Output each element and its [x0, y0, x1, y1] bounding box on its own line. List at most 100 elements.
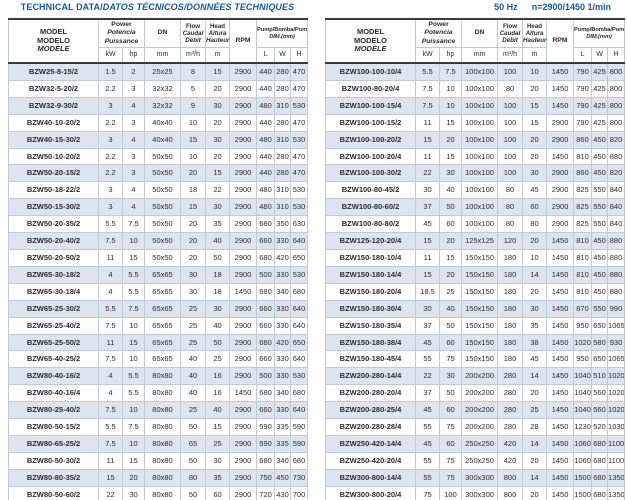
data-cell: 80x80 [144, 485, 182, 500]
data-cell: 500 [256, 265, 276, 284]
data-cell: 680 [290, 451, 309, 470]
table-row: BZW100-100-15/2 11 15 100x100 100 15 2900 790 42… [325, 113, 626, 132]
data-cell: 330 [274, 350, 292, 369]
data-cell: 32x32 [144, 79, 182, 98]
table-row: BZW80-50-30/2 11 15 80x80 50 30 2900 680 340 680 [8, 451, 309, 470]
data-cell: 700 [290, 485, 309, 500]
data-cell: 2900 [229, 113, 258, 132]
data-cell: 2900 [229, 248, 258, 267]
data-cell: 2900 [229, 181, 258, 200]
tables-area: MODEL MODELO MODÈLE Power Potencia Puiss… [8, 18, 626, 500]
data-cell: 16 [205, 384, 231, 403]
data-cell: 14 [522, 265, 548, 284]
table-row: BZW80-40-16/2 4 5.5 80x80 40 16 2900 500 330 530 [8, 367, 309, 386]
data-cell: 470 [290, 113, 309, 132]
data-cell: 470 [290, 147, 309, 166]
table-row: BZW150-180-14/4 15 20 150x150 180 14 1450 810 45… [325, 265, 626, 284]
data-cell: 1100 [607, 451, 626, 470]
data-cell: 2900 [229, 265, 258, 284]
data-cell: 2.2 [98, 113, 123, 132]
data-cell: 2900 [229, 62, 258, 81]
data-cell: 180 [497, 350, 524, 369]
table-row: BZW100-100-30/2 22 30 100x100 100 30 2900 860 45… [325, 164, 626, 183]
data-cell: 80x80 [144, 401, 182, 420]
table-row: BZW50-10-20/2 2.2 3 50x50 10 20 2900 440 280 470 [8, 147, 309, 166]
col-header-rpm: RPM [229, 18, 258, 64]
model-cell: BZW150-180-35/4 [325, 316, 417, 335]
data-cell: 560 [591, 384, 609, 403]
data-cell: 880 [607, 282, 626, 301]
data-cell: 330 [274, 299, 292, 318]
data-cell: 1450 [546, 485, 575, 500]
data-cell: 38 [522, 333, 548, 352]
data-cell: 1450 [546, 350, 575, 369]
data-cell: 180 [497, 333, 524, 352]
data-cell: 4 [121, 198, 146, 217]
data-cell: 7.5 [121, 418, 146, 436]
data-cell: 1450 [546, 468, 575, 487]
data-cell: 280 [497, 384, 524, 403]
data-cell: 75 [439, 468, 463, 487]
data-cell: 22 [415, 367, 441, 386]
data-cell: 1020 [607, 401, 626, 420]
unit-hp: hp [439, 47, 463, 64]
data-cell: 1350 [607, 468, 626, 487]
data-cell: 45 [415, 215, 441, 234]
data-cell: 660 [256, 401, 276, 420]
data-cell: 550 [591, 181, 609, 200]
data-cell: 7.5 [98, 316, 123, 335]
data-cell: 150x150 [461, 299, 499, 318]
data-cell: 3 [98, 181, 123, 200]
data-cell: 20 [180, 248, 207, 267]
data-cell: 10 [522, 248, 548, 267]
data-cell: 11 [415, 113, 441, 132]
data-cell: 10 [439, 79, 463, 98]
table-row: BZW100-100-20/2 15 20 100x100 100 20 2900 860 45… [325, 130, 626, 149]
data-cell: 425 [591, 79, 609, 98]
data-cell: 20 [121, 468, 146, 487]
data-cell: 15 [439, 248, 463, 267]
table-body-left: BZW25-8-15/2 1.5 2 25x25 8 15 2900 440 280 470 BZW… [8, 62, 309, 500]
data-cell: 280 [497, 367, 524, 386]
data-cell: 15 [522, 96, 548, 115]
table-row: BZW80-25-40/2 7.5 10 80x80 25 40 2900 660 330 640 [8, 401, 309, 420]
unit-dim-w: W [591, 47, 609, 64]
data-cell: 30 [180, 282, 207, 301]
data-cell: 7.5 [98, 434, 123, 453]
data-cell: 55 [415, 418, 441, 436]
data-cell: 65x65 [144, 316, 182, 335]
data-cell: 840 [607, 181, 626, 200]
data-cell: 40 [180, 384, 207, 403]
data-cell: 2900 [229, 401, 258, 420]
data-cell: 1450 [229, 384, 258, 403]
data-cell: 480 [256, 198, 276, 217]
model-cell: BZW65-25-50/2 [8, 333, 99, 352]
data-cell: 50 [439, 198, 463, 217]
data-cell: 640 [290, 299, 309, 318]
model-cell: BZW150-180-10/4 [325, 248, 417, 267]
model-cell: BZW300-800-14/4 [325, 468, 417, 487]
data-cell: 450 [591, 147, 609, 166]
data-cell: 100 [497, 130, 524, 149]
data-cell: 45 [522, 181, 548, 200]
data-cell: 730 [290, 468, 309, 487]
model-cell: BZW50-20-50/2 [8, 248, 99, 267]
model-cell: BZW80-50-60/2 [8, 485, 99, 500]
data-cell: 640 [290, 401, 309, 420]
model-cell: BZW100-80-45/2 [325, 181, 417, 200]
data-cell: 65x65 [144, 333, 182, 352]
data-cell: 880 [607, 265, 626, 284]
data-cell: 440 [256, 164, 276, 183]
data-cell: 100x100 [461, 215, 499, 234]
data-cell: 2900 [229, 96, 258, 115]
data-cell: 150x150 [461, 316, 499, 335]
data-cell: 40 [205, 316, 231, 335]
data-cell: 100 [497, 96, 524, 115]
data-cell: 440 [256, 79, 276, 98]
data-cell: 2900 [229, 215, 258, 234]
data-cell: 340 [274, 384, 292, 403]
data-cell: 1450 [546, 265, 575, 284]
data-cell: 150x150 [461, 282, 499, 301]
col-header-flow: Flow Caudal Débit [497, 18, 524, 48]
data-cell: 50x50 [144, 215, 182, 234]
